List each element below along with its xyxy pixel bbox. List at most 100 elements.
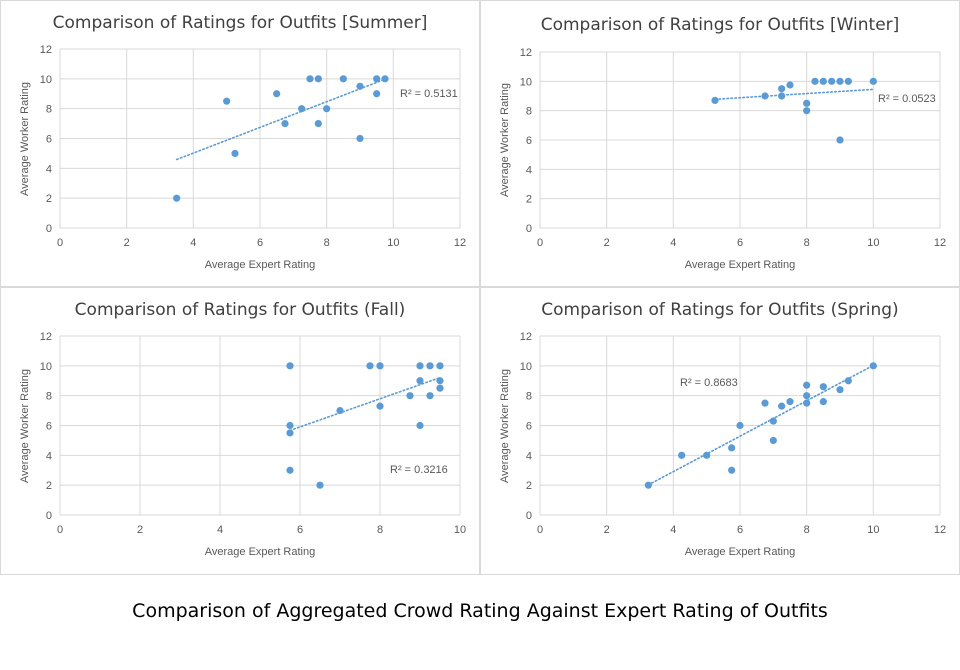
chart-border [480, 287, 960, 575]
y-tick-label: 8 [526, 391, 532, 403]
y-tick-label: 6 [526, 421, 532, 433]
y-tick-label: 2 [46, 480, 52, 492]
data-point [316, 481, 324, 489]
trendline [289, 376, 441, 432]
x-tick-label: 4 [190, 237, 196, 249]
data-point [436, 377, 444, 385]
data-point [298, 105, 306, 113]
data-point [373, 75, 381, 83]
data-point [381, 75, 389, 83]
y-tick-label: 2 [46, 193, 52, 205]
x-tick-label: 4 [217, 524, 223, 536]
data-point [286, 466, 294, 474]
data-point [286, 362, 294, 370]
data-point [644, 481, 652, 489]
x-tick-label: 0 [537, 524, 543, 536]
data-point [356, 82, 364, 90]
y-tick-label: 4 [46, 450, 52, 462]
x-tick-label: 8 [324, 237, 330, 249]
x-tick-label: 2 [604, 524, 610, 536]
data-point [703, 451, 711, 459]
data-point [286, 429, 294, 437]
data-point [306, 75, 314, 83]
x-tick-label: 0 [57, 237, 63, 249]
data-point [273, 90, 281, 98]
chart-title: Comparison of Ratings for Outfits [Winte… [541, 15, 900, 35]
data-point [803, 107, 811, 115]
x-tick-label: 8 [804, 524, 810, 536]
x-tick-label: 10 [867, 237, 879, 249]
chart-title: Comparison of Ratings for Outfits (Fall) [75, 300, 406, 320]
chart-border [0, 287, 480, 575]
data-point [828, 77, 836, 85]
data-point [376, 362, 384, 370]
y-tick-label: 6 [526, 135, 532, 147]
x-tick-label: 12 [934, 524, 946, 536]
chart-title: Comparison of Ratings for Outfits (Sprin… [541, 300, 898, 320]
data-point [869, 77, 877, 85]
y-axis-label: Average Worker Rating [19, 369, 31, 483]
data-point [728, 466, 736, 474]
y-tick-label: 4 [526, 164, 532, 176]
y-tick-label: 0 [46, 510, 52, 522]
data-point [778, 402, 786, 410]
r-squared-label: R² = 0.8683 [680, 377, 738, 389]
data-point [778, 85, 786, 93]
x-axis-label: Average Expert Rating [205, 259, 315, 271]
y-axis-label: Average Worker Rating [499, 369, 511, 483]
data-point [426, 392, 434, 400]
data-point [728, 444, 736, 452]
data-point [769, 436, 777, 445]
data-point [336, 406, 344, 415]
trendline [175, 78, 386, 161]
y-tick-label: 0 [46, 223, 52, 235]
data-point [323, 105, 331, 113]
r-squared-label: R² = 0.3216 [390, 464, 448, 476]
y-tick-label: 12 [520, 331, 532, 343]
x-axis-label: Average Expert Rating [685, 259, 795, 271]
x-tick-label: 10 [387, 237, 399, 249]
x-tick-label: 12 [934, 237, 946, 249]
data-point [869, 362, 877, 370]
scatter-chart: 0 2 4 6 8 10 12 0 2 4 6 8 10 Comparison of Ratings fo… [0, 287, 480, 575]
y-tick-label: 0 [526, 223, 532, 235]
y-tick-label: 12 [40, 44, 52, 56]
data-point [819, 398, 827, 406]
data-point [811, 77, 819, 85]
y-tick-label: 12 [40, 331, 52, 343]
y-tick-label: 6 [46, 421, 52, 433]
data-point [836, 386, 844, 394]
trendline [714, 88, 875, 101]
data-point [836, 136, 844, 144]
y-axis-label: Average Worker Rating [499, 83, 511, 197]
y-tick-label: 8 [46, 104, 52, 116]
x-tick-label: 8 [377, 524, 383, 536]
data-point [376, 402, 384, 410]
data-point [416, 421, 424, 430]
trendline [647, 364, 875, 486]
data-point [231, 149, 239, 158]
y-tick-label: 10 [520, 76, 532, 88]
x-tick-label: 4 [670, 237, 676, 249]
data-point [803, 399, 811, 407]
data-point [223, 97, 231, 105]
data-point [769, 417, 777, 425]
y-axis-label: Average Worker Rating [19, 82, 31, 196]
y-tick-label: 4 [46, 163, 52, 175]
x-tick-label: 6 [297, 524, 303, 536]
data-point [406, 392, 414, 400]
data-point [819, 383, 827, 391]
y-tick-label: 12 [520, 47, 532, 59]
chart-border [480, 0, 960, 287]
data-point [844, 377, 852, 385]
r-squared-label: R² = 0.0523 [878, 93, 936, 105]
data-point [356, 134, 364, 143]
y-tick-label: 10 [40, 361, 52, 373]
r-squared-label: R² = 0.5131 [400, 88, 458, 100]
data-point [173, 194, 181, 202]
y-tick-label: 8 [526, 106, 532, 118]
x-tick-label: 10 [454, 524, 466, 536]
data-point [803, 99, 811, 107]
y-tick-label: 10 [520, 361, 532, 373]
